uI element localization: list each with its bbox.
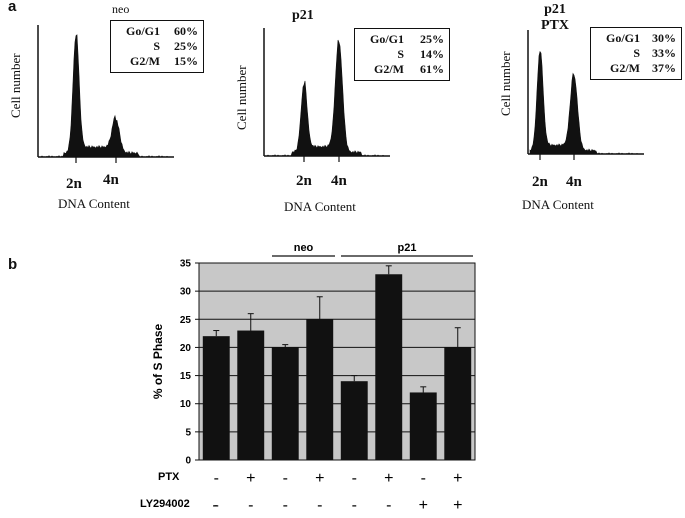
histogram-plot [527,30,644,160]
condition-sign: - [248,497,253,514]
y-tick-label: 0 [185,456,191,467]
bar [237,330,265,460]
histogram-xlabel: DNA Content [522,197,594,212]
condition-label: LY294002 [140,498,190,510]
stat-phase: Go/G1 [125,24,160,38]
group-label: neo [294,242,314,254]
histogram-title: neo [112,2,130,16]
histogram-profile [266,39,385,157]
condition-sign: + [419,497,428,514]
condition-sign: - [283,470,288,487]
tick-2n: 2n [532,174,548,190]
y-tick-label: 30 [180,287,192,298]
histogram-xlabel: DNA Content [284,199,356,214]
stats-box: Go/G1 25% S 14% G2/M 61% [354,28,450,81]
y-tick-label: 10 [180,399,192,410]
stat-value: 61% [420,62,444,76]
bar [444,347,472,460]
stat-value: 25% [174,39,198,53]
stat-phase: Go/G1 [369,32,404,46]
stat-value: 15% [174,54,198,68]
condition-sign: + [246,470,255,487]
bar [306,319,334,460]
histogram-plot [37,25,174,163]
histogram-plot [263,28,390,162]
condition-label: PTX [158,471,180,483]
bar [340,381,368,460]
stat-phase: S [633,46,640,60]
condition-sign: - [386,497,391,514]
condition-sign: - [283,497,288,514]
tick-4n: 4n [103,172,119,188]
stat-value: 33% [652,46,676,60]
stats-box: Go/G1 60% S 25% G2/M 15% [110,20,204,73]
condition-sign: - [212,497,217,514]
stat-phase: Go/G1 [605,31,640,45]
stat-phase: G2/M [374,62,404,76]
condition-sign: + [315,470,324,487]
bar [409,392,437,460]
y-tick-label: 15 [180,371,192,382]
stat-phase: S [397,47,404,61]
bar [375,274,403,460]
y-tick-label: 35 [180,259,192,270]
panel-b-label: b [8,256,18,273]
condition-sign: + [453,497,462,514]
stat-value: 14% [420,47,444,61]
histogram-xlabel: DNA Content [58,196,130,211]
stat-value: 60% [174,24,198,38]
stat-value: 37% [652,61,676,75]
condition-sign: - [352,497,357,514]
condition-sign: + [453,470,462,487]
condition-sign: + [384,470,393,487]
stat-phase: G2/M [610,61,640,75]
panel-a-label: a [8,0,17,15]
stats-box: Go/G1 30% S 33% G2/M 37% [590,27,682,80]
stat-value: 25% [420,32,444,46]
group-label: p21 [398,242,417,254]
condition-sign: - [317,497,322,514]
histogram-profile [40,34,169,158]
stat-phase: S [153,39,160,53]
tick-2n: 2n [296,173,312,189]
tick-4n: 4n [331,173,347,189]
y-axis-label: % of S Phase [151,323,165,399]
tick-4n: 4n [566,174,582,190]
histogram-title: p21 [292,8,314,23]
histogram-title: p21 PTX [541,2,569,33]
tick-2n: 2n [66,176,82,192]
bar [271,347,299,460]
histogram-profile [529,50,640,155]
stat-value: 30% [652,31,676,45]
bar [202,336,230,460]
y-tick-label: 20 [180,343,192,354]
stat-phase: G2/M [130,54,160,68]
y-tick-label: 5 [185,427,191,438]
y-tick-label: 25 [180,315,192,326]
condition-sign: - [352,470,357,487]
condition-sign: - [214,497,219,514]
condition-sign: - [421,470,426,487]
condition-sign: - [214,470,219,487]
